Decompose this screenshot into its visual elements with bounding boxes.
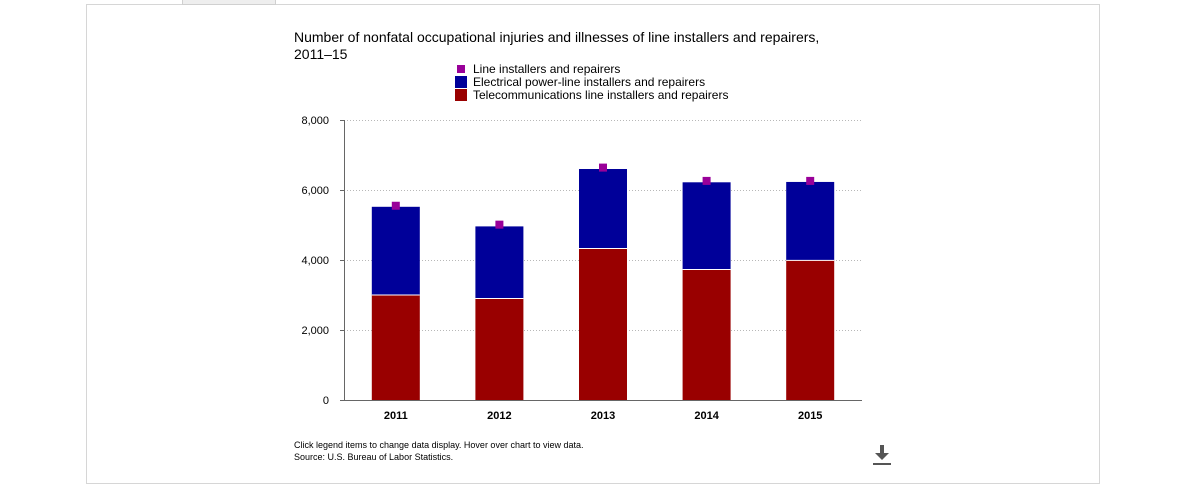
y-tick-label: 4,000 — [301, 255, 329, 267]
chart-plot[interactable]: 0 2,000 4,000 6,000 8,000 2011 2012 2013 2014 201… — [0, 0, 1192, 470]
bar-telecom[interactable] — [371, 295, 420, 400]
download-icon — [873, 445, 891, 465]
download-button[interactable] — [871, 444, 893, 466]
x-tick-label: 2015 — [798, 410, 822, 422]
bar-telecom[interactable] — [786, 260, 835, 400]
footnote-source: Source: U.S. Bureau of Labor Statistics. — [294, 452, 454, 462]
chart-title: Number of nonfatal occupational injuries… — [294, 29, 820, 62]
bar-electrical[interactable] — [579, 169, 627, 249]
chart-legend: Line installers and repairers Electrical… — [455, 61, 729, 102]
y-tick-label: 0 — [323, 395, 329, 407]
y-tick-label: 8,000 — [301, 115, 329, 127]
legend-swatch-telecom — [455, 88, 467, 101]
bar-telecom[interactable] — [579, 248, 627, 400]
bar-electrical[interactable] — [475, 226, 524, 299]
legend-item-telecom[interactable]: Telecommunications line installers and r… — [455, 87, 729, 102]
legend-swatch-electrical — [455, 75, 467, 88]
point-line-installers[interactable] — [391, 201, 400, 210]
legend-item-electrical[interactable]: Electrical power-line installers and rep… — [455, 74, 728, 89]
y-tick-label: 6,000 — [301, 185, 329, 197]
bar-telecom[interactable] — [475, 298, 524, 401]
x-tick-label: 2012 — [487, 410, 511, 422]
bar-electrical[interactable] — [371, 206, 420, 295]
bar-electrical[interactable] — [682, 182, 731, 270]
x-tick-label: 2013 — [591, 410, 615, 422]
legend-swatch-line-installers — [457, 64, 465, 73]
legend-label-telecom: Telecommunications line installers and r… — [473, 87, 729, 102]
legend-label-electrical: Electrical power-line installers and rep… — [473, 74, 706, 89]
legend-item-line-installers[interactable]: Line installers and repairers — [455, 61, 728, 76]
x-tick-label: 2014 — [694, 410, 719, 422]
chart-footnote: Click legend items to change data displa… — [294, 439, 583, 463]
point-line-installers[interactable] — [599, 163, 607, 172]
y-tick-label: 2,000 — [301, 325, 329, 337]
x-tick-label: 2011 — [384, 410, 408, 422]
point-line-installers[interactable] — [806, 176, 815, 185]
point-line-installers[interactable] — [702, 176, 711, 185]
point-line-installers[interactable] — [495, 220, 504, 229]
bar-telecom[interactable] — [682, 269, 731, 400]
bar-electrical[interactable] — [786, 181, 835, 261]
legend-label-line-installers: Line installers and repairers — [473, 61, 621, 76]
tab-stub[interactable] — [182, 0, 276, 5]
footnote-instructions: Click legend items to change data displa… — [294, 440, 584, 450]
